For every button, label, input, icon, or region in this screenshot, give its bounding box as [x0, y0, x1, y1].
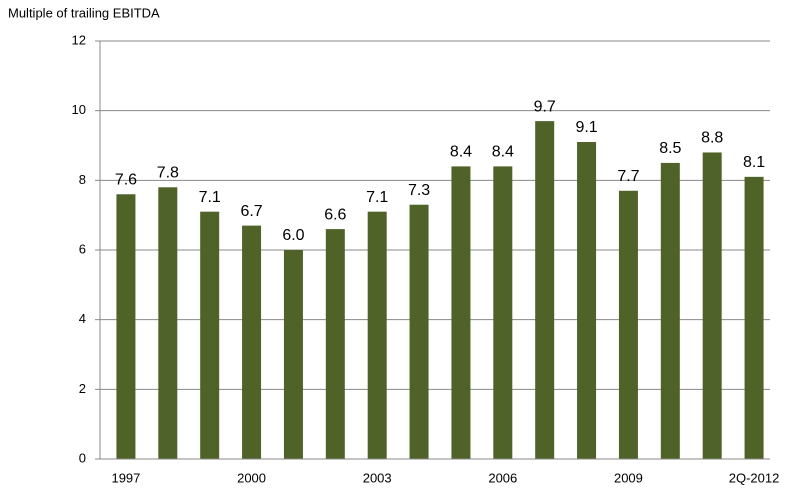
value-label: 7.1: [366, 189, 388, 206]
bar: [158, 187, 178, 460]
bar: [618, 190, 638, 460]
bar: [702, 152, 722, 459]
y-tick-label: 12: [72, 32, 86, 47]
value-label: 8.4: [450, 144, 472, 161]
bar: [493, 166, 513, 459]
y-tick-label: 6: [79, 241, 86, 256]
value-label: 7.8: [157, 165, 179, 182]
x-tick-label: 2006: [488, 470, 517, 485]
bar: [577, 142, 597, 459]
bar: [535, 121, 555, 459]
y-tick-label: 0: [79, 450, 86, 465]
bar: [325, 229, 345, 459]
x-tick-label: 2Q-2012: [729, 470, 780, 485]
value-label: 7.6: [115, 171, 137, 188]
value-label: 8.5: [659, 140, 681, 157]
bar: [409, 204, 429, 459]
x-tick-label: 2000: [237, 470, 266, 485]
x-tick-label: 2009: [614, 470, 643, 485]
y-tick-label: 8: [79, 172, 86, 187]
bar: [451, 166, 471, 459]
value-label: 8.4: [492, 144, 514, 161]
bar: [367, 211, 387, 459]
bar: [283, 250, 303, 459]
y-tick-label: 2: [79, 381, 86, 396]
value-label: 6.7: [240, 203, 262, 220]
bar: [660, 162, 680, 459]
y-axis-label: Multiple of trailing EBITDA: [8, 5, 160, 20]
value-label: 7.3: [408, 182, 430, 199]
value-label: 7.1: [199, 189, 221, 206]
bar: [200, 211, 220, 459]
value-label: 8.1: [743, 154, 765, 171]
y-tick-label: 4: [79, 311, 86, 326]
value-label: 8.8: [701, 130, 723, 147]
x-tick-label: 1997: [111, 470, 140, 485]
value-label: 9.1: [575, 119, 597, 136]
value-label: 9.7: [534, 98, 556, 115]
value-label: 7.7: [617, 168, 639, 185]
value-label: 6.0: [282, 227, 304, 244]
x-tick-label: 2003: [363, 470, 392, 485]
bar: [242, 225, 262, 459]
bar: [744, 176, 764, 459]
y-tick-label: 10: [72, 102, 86, 117]
bar: [116, 194, 136, 459]
value-label: 6.6: [324, 206, 346, 223]
